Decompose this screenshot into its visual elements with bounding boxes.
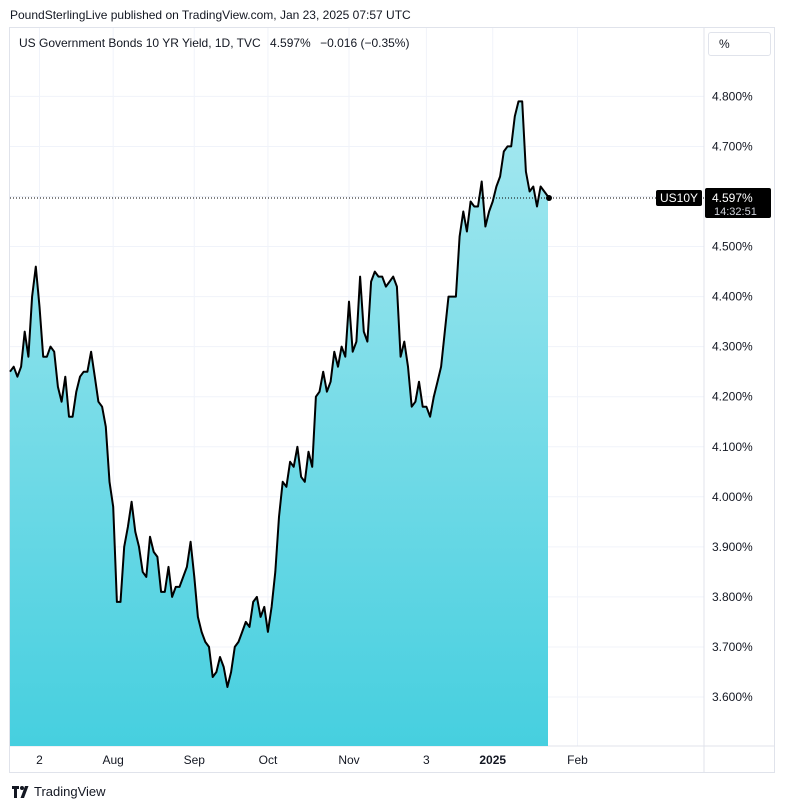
tradingview-logo[interactable]: TradingView: [12, 784, 106, 799]
y-tick-label: 4.500%: [712, 240, 753, 254]
x-tick-label: 3: [423, 753, 430, 767]
legend-last-value: 4.597%: [270, 36, 311, 50]
y-tick-label: 4.300%: [712, 340, 753, 354]
tradingview-logo-text: TradingView: [34, 784, 106, 799]
x-tick-label: Nov: [338, 753, 359, 767]
price-axis[interactable]: 4.800%4.700%4.600%4.500%4.400%4.300%4.20…: [712, 89, 753, 704]
y-tick-label: 3.600%: [712, 690, 753, 704]
legend-symbol: US Government Bonds 10 YR Yield, 1D, TVC: [19, 36, 261, 50]
price-tag: [705, 188, 771, 219]
y-tick-label: 4.800%: [712, 89, 753, 103]
y-tick-label: 3.700%: [712, 640, 753, 654]
last-price-tag: US10Y 4.597%14:32:51: [656, 188, 771, 219]
time-axis[interactable]: 2 Aug Sep Oct Nov 3 2025 Feb: [36, 753, 588, 767]
tradingview-icon: [12, 785, 29, 798]
publisher-line: PoundSterlingLive published on TradingVi…: [10, 8, 411, 22]
y-tick-label: 4.100%: [712, 440, 753, 454]
x-tick-label: Feb: [567, 753, 588, 767]
price-tag-value: 4.597%: [712, 191, 753, 205]
y-tick-label: 4.200%: [712, 390, 753, 404]
y-tick-label: 4.700%: [712, 139, 753, 153]
x-tick-label: 2025: [479, 753, 506, 767]
x-tick-label: Sep: [184, 753, 206, 767]
last-point-marker: [546, 195, 553, 202]
y-tick-label: 3.800%: [712, 590, 753, 604]
symbol-tag: [656, 190, 702, 207]
area-fill: [10, 101, 548, 746]
legend: US Government Bonds 10 YR Yield, 1D, TVC…: [19, 36, 409, 50]
area-series: [9, 100, 704, 746]
legend-change: −0.016 (−0.35%): [320, 36, 410, 50]
x-tick-label: Oct: [259, 753, 278, 767]
y-tick-label: 3.900%: [712, 540, 753, 554]
symbol-tag-label: US10Y: [660, 191, 698, 205]
unit-button[interactable]: %: [708, 32, 771, 56]
series-line: [9, 100, 549, 688]
x-tick-label: 2: [36, 753, 43, 767]
chart-frame: [9, 27, 775, 773]
price-tag-countdown: 14:32:51: [714, 206, 757, 218]
x-tick-label: Aug: [103, 753, 124, 767]
y-tick-label: 4.400%: [712, 290, 753, 304]
y-tick-label: 4.000%: [712, 490, 753, 504]
